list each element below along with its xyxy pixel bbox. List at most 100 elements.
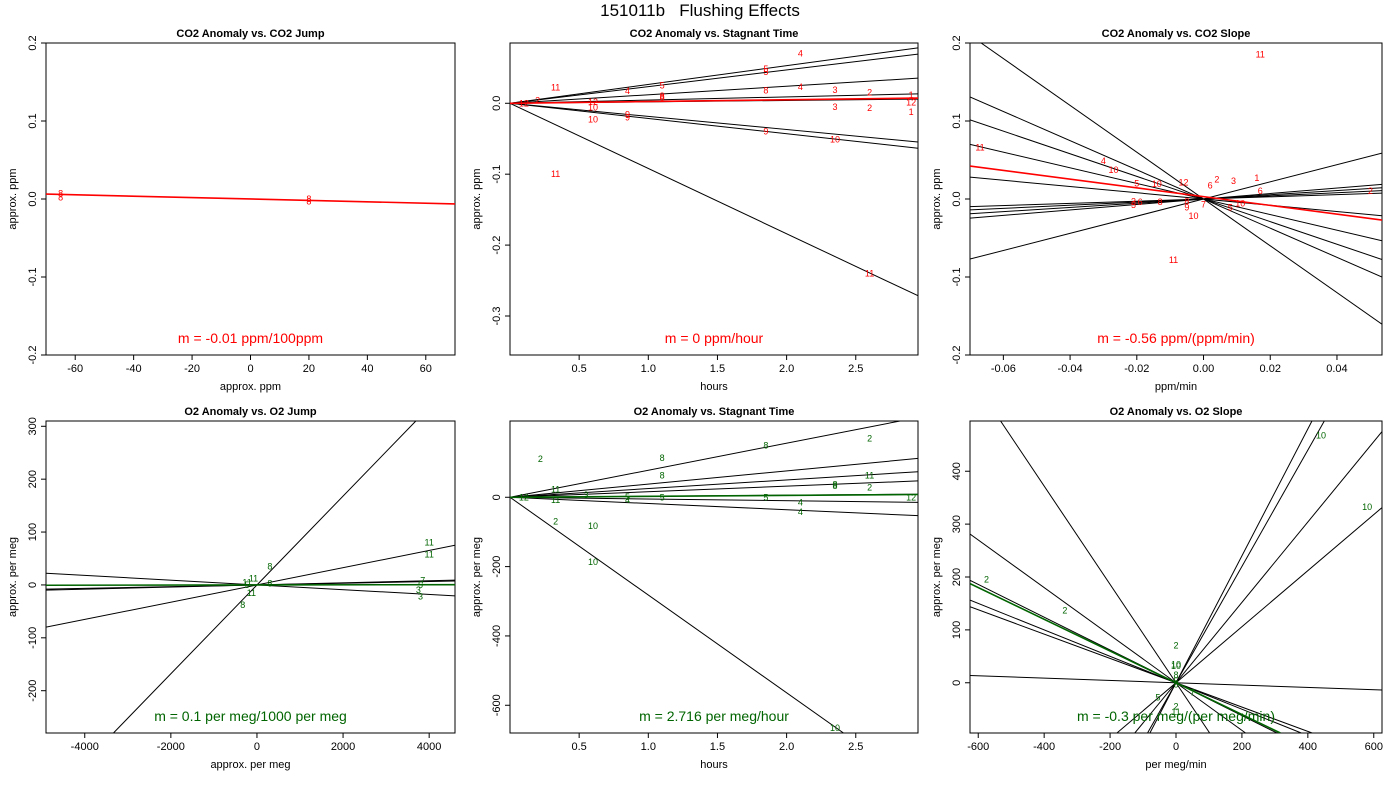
x-tick-label: 0.5 (572, 741, 587, 753)
fit-lines (970, 421, 1382, 733)
point-label: 8 (833, 481, 838, 491)
chart-title: CO2 Anomaly vs. CO2 Jump (176, 28, 324, 40)
point-label: 9 (625, 112, 630, 122)
plot-frame (969, 42, 1383, 356)
fit-lines (510, 421, 918, 733)
chart-panel-5: O2 Anomaly vs. Stagnant Time 0.5 1.0 1.5 2.0… (471, 406, 919, 771)
point-label: 10 (1171, 661, 1181, 671)
point-label: 10 (1108, 165, 1118, 175)
y-axis-label: approx. per meg (7, 537, 19, 617)
fit-line (510, 53, 918, 104)
y-tick-label: -100 (27, 627, 39, 649)
x-tick-label: 1.5 (710, 741, 725, 753)
chart-title: CO2 Anomaly vs. CO2 Slope (1102, 28, 1251, 40)
chart-title: CO2 Anomaly vs. Stagnant Time (630, 28, 799, 40)
point-label: 10 (588, 557, 598, 567)
fit-line (510, 496, 918, 517)
fit-line (1116, 507, 1382, 733)
x-tick-label: -400 (1033, 741, 1055, 753)
x-tick-label: 0.04 (1326, 363, 1347, 375)
point-label: 8 (660, 93, 665, 103)
y-axis-label: approx. per meg (471, 537, 483, 617)
point-label: 5 (660, 81, 665, 91)
point-label: 12 (519, 98, 529, 108)
point-label: 10 (1362, 502, 1372, 512)
point-label: 3 (1131, 196, 1136, 206)
point-label: 12 (588, 97, 598, 107)
y-axis-label: approx. ppm (471, 168, 483, 229)
point-label: 11 (865, 268, 874, 278)
point-label: 1 (1254, 173, 1259, 183)
chart-title: O2 Anomaly vs. Stagnant Time (634, 406, 795, 418)
point-label: 11 (1171, 707, 1180, 717)
x-tick-label: 1.5 (710, 363, 725, 375)
point-label: 6 (1208, 181, 1213, 191)
x-tick-label: 0 (247, 363, 253, 375)
y-tick-label: -0.1 (27, 268, 39, 287)
point-label: 10 (1316, 430, 1326, 440)
chart-panel-3: CO2 Anomaly vs. CO2 Slope -0.06 -0.04 -0.02… (931, 28, 1383, 393)
point-label: 2 (553, 517, 558, 527)
point-label: 8 (763, 86, 768, 96)
point-label: 4 (798, 82, 803, 92)
point-label: 12 (906, 98, 916, 108)
point-label: 4 (625, 495, 630, 505)
point-label: 8 (1173, 670, 1178, 680)
x-tick-label: -0.04 (1058, 363, 1083, 375)
fit-lines (970, 43, 1382, 325)
point-label: 8 (306, 196, 311, 206)
y-tick-label: 300 (951, 515, 963, 533)
fit-line (970, 183, 1382, 219)
x-tick-label: -4000 (71, 741, 99, 753)
fit-line (970, 606, 1313, 733)
fit-line (1134, 431, 1382, 733)
point-label: 5 (1228, 203, 1233, 213)
y-tick-label: -0.2 (951, 346, 963, 365)
figure-title: 151011b Flushing Effects (600, 1, 800, 20)
point-label: 10 (588, 115, 598, 125)
point-label: 8 (1173, 679, 1178, 689)
x-tick-label: 400 (1299, 741, 1317, 753)
point-label: 5 (245, 580, 250, 590)
point-label: 8 (267, 561, 272, 571)
point-label: 3 (833, 85, 838, 95)
fit-line (970, 533, 1246, 733)
point-label: 11 (975, 143, 984, 153)
y-tick-label: -200 (27, 680, 39, 702)
point-label: 11 (865, 470, 874, 480)
fit-lines (510, 47, 918, 297)
y-tick-label: 0 (491, 494, 503, 500)
y-tick-label: -0.3 (491, 307, 503, 326)
slope-annotation: m = 0.1 per meg/1000 per meg (154, 708, 347, 724)
fit-line (1000, 421, 1211, 733)
point-label: 2 (538, 454, 543, 464)
point-label: 2 (867, 88, 872, 98)
point-label: 8 (833, 479, 838, 489)
point-label: 10 (1152, 179, 1162, 189)
point-label: 10 (588, 521, 598, 531)
point-label: 7 (1201, 199, 1206, 209)
point-label: 5 (763, 64, 768, 74)
x-axis-label: per meg/min (1145, 759, 1206, 771)
fit-line (970, 152, 1382, 260)
fit-line (510, 480, 918, 498)
chart-panel-1: CO2 Anomaly vs. CO2 Jump -60 -40 -20 0 20 40 60… (7, 28, 456, 393)
point-label: 11 (551, 495, 560, 505)
y-tick-label: 0.0 (27, 191, 39, 206)
point-label: 1 (909, 90, 914, 100)
fit-line (510, 102, 918, 143)
point-label: 8 (1158, 197, 1163, 207)
y-tick-label: -200 (491, 556, 503, 578)
point-label: 11 (247, 588, 256, 598)
fit-line (113, 421, 417, 733)
slope-annotation: m = -0.56 ppm/(ppm/min) (1097, 330, 1255, 346)
mean-fit-line (510, 493, 918, 499)
point-label: 11 (424, 549, 433, 559)
y-tick-label: 0.0 (491, 96, 503, 111)
x-axis-label: approx. per meg (210, 759, 290, 771)
fit-line (970, 119, 1382, 260)
y-tick-label: -400 (491, 625, 503, 647)
x-tick-label: -20 (184, 363, 200, 375)
point-label: 5 (1131, 200, 1136, 210)
point-label: 8 (763, 440, 768, 450)
